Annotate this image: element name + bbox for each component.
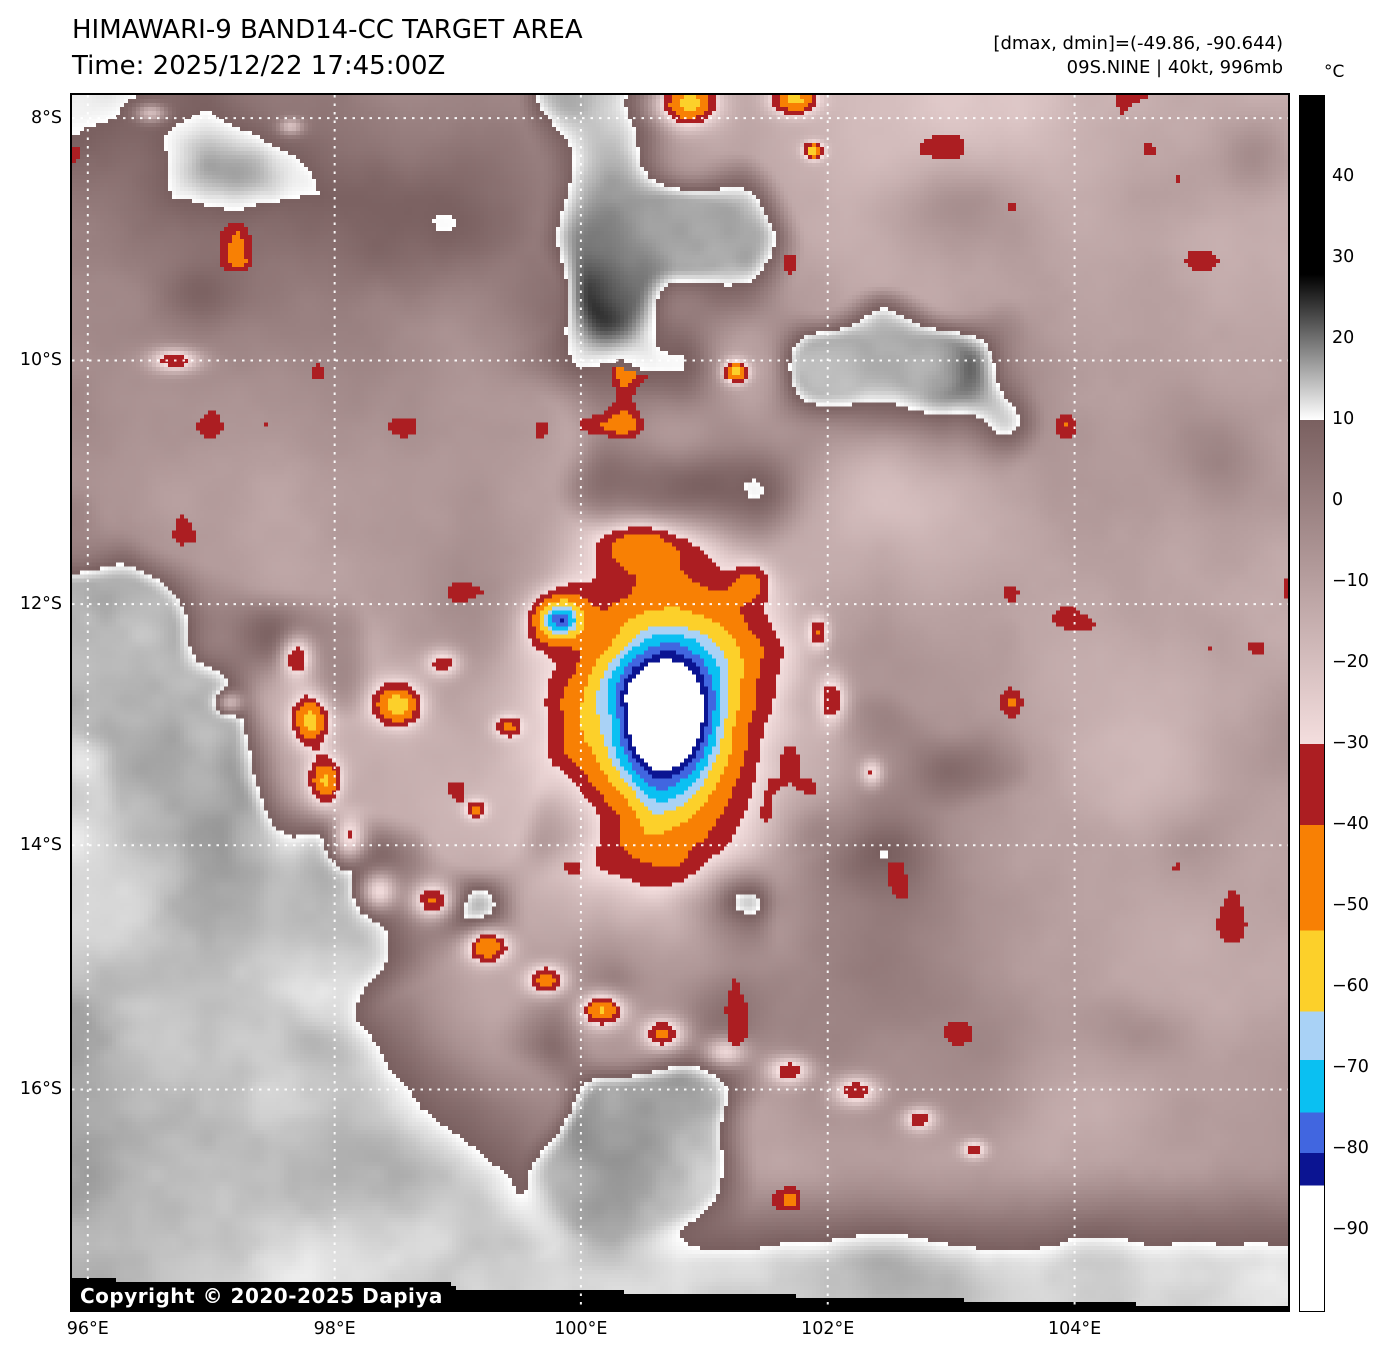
lat-tick-label: 14°S: [19, 835, 62, 856]
page-title: HIMAWARI-9 BAND14-CC TARGET AREA: [72, 15, 583, 45]
lon-tick-label: 104°E: [1047, 1319, 1102, 1339]
lon-tick-label: 100°E: [554, 1319, 608, 1339]
colorbar-tick-label: −40: [1332, 814, 1369, 834]
lat-tick-label: 10°S: [19, 350, 62, 371]
lon-tick-label: 98°E: [313, 1319, 356, 1339]
lon-tick-label: 96°E: [66, 1319, 109, 1339]
colorbar-tick-label: 0: [1332, 490, 1344, 510]
colorbar-unit: °C: [1324, 62, 1345, 82]
colorbar-tick-label: −80: [1332, 1138, 1369, 1158]
colorbar-tick-label: 10: [1332, 409, 1355, 429]
colorbar-tick-label: −60: [1332, 976, 1369, 996]
colorbar-tick-label: −10: [1332, 571, 1369, 591]
colorbar: [1299, 95, 1325, 1312]
colorbar-tick-label: −30: [1332, 733, 1369, 753]
timestamp: Time: 2025/12/22 17:45:00Z: [72, 51, 446, 81]
satellite-image: [72, 95, 1288, 1310]
lat-tick-label: 16°S: [19, 1079, 62, 1100]
lon-tick-label: 102°E: [801, 1319, 855, 1339]
colorbar-tick-label: −20: [1332, 652, 1369, 672]
colorbar-tick-label: −50: [1332, 895, 1369, 915]
storm-id-readout: 09S.NINE | 40kt, 996mb: [1066, 57, 1283, 78]
dmax-dmin-readout: [dmax, dmin]=(-49.86, -90.644): [993, 33, 1283, 54]
lat-tick-label: 8°S: [31, 108, 62, 129]
info-block: [dmax, dmin]=(-49.86, -90.644) 09S.NINE …: [993, 32, 1283, 80]
colorbar-tick-label: 30: [1332, 247, 1355, 267]
colorbar-tick-label: −90: [1332, 1219, 1369, 1239]
colorbar-tick-label: 20: [1332, 328, 1355, 348]
colorbar-tick-label: −70: [1332, 1057, 1369, 1077]
lat-tick-label: 12°S: [19, 594, 62, 615]
copyright-badge: Copyright © 2020-2025 Dapiya: [76, 1282, 451, 1310]
map-frame: [70, 93, 1290, 1312]
colorbar-tick-label: 40: [1332, 166, 1355, 186]
